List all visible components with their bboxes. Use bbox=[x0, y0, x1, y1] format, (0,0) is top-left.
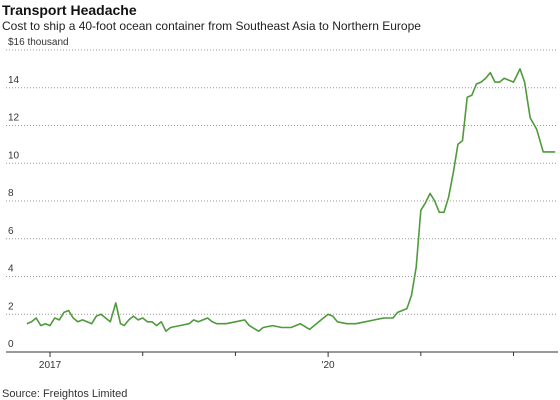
y-tick-label: 0 bbox=[8, 339, 14, 350]
y-tick-label: $16 thousand bbox=[8, 37, 69, 48]
y-tick-label: 2 bbox=[8, 301, 14, 312]
y-tick-label: 4 bbox=[8, 264, 14, 275]
y-tick-label: 12 bbox=[8, 113, 20, 124]
data-line bbox=[26, 68, 556, 332]
x-tick-label: '20 bbox=[322, 360, 335, 371]
y-tick-label: 8 bbox=[8, 188, 14, 199]
chart-title: Transport Headache bbox=[2, 2, 137, 18]
y-tick-label: 6 bbox=[8, 226, 14, 237]
y-tick-label: 10 bbox=[8, 150, 20, 161]
x-tick-label: 2017 bbox=[39, 360, 62, 371]
chart-subtitle: Cost to ship a 40-foot ocean container f… bbox=[2, 19, 421, 33]
source: Source: Freightos Limited bbox=[2, 388, 127, 400]
y-tick-label: 14 bbox=[8, 75, 20, 86]
